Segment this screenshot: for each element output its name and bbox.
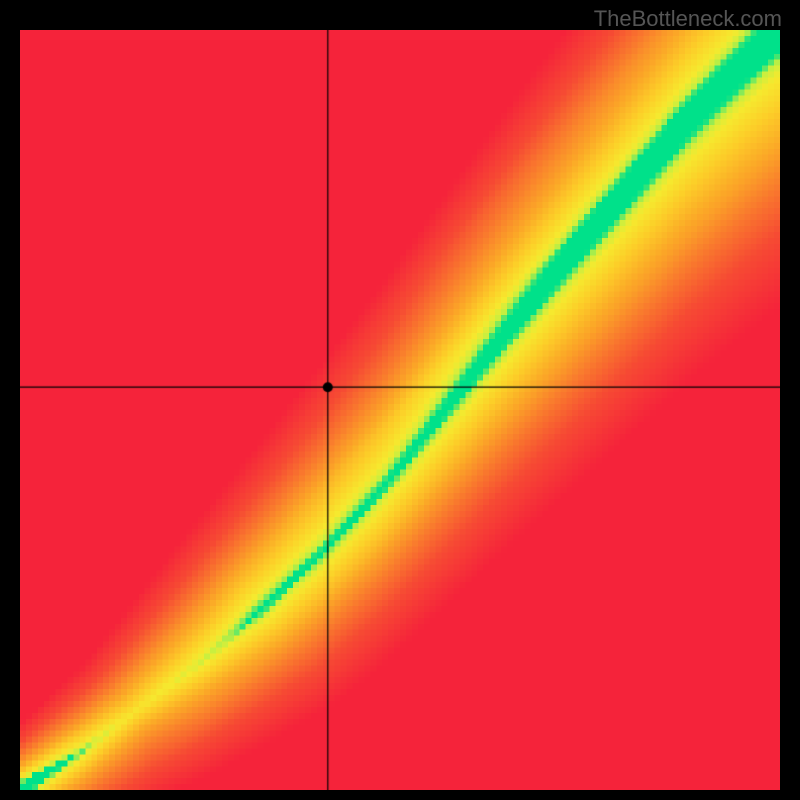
- chart-container: TheBottleneck.com: [0, 0, 800, 800]
- crosshair-overlay: [20, 30, 780, 790]
- watermark-label: TheBottleneck.com: [594, 6, 782, 32]
